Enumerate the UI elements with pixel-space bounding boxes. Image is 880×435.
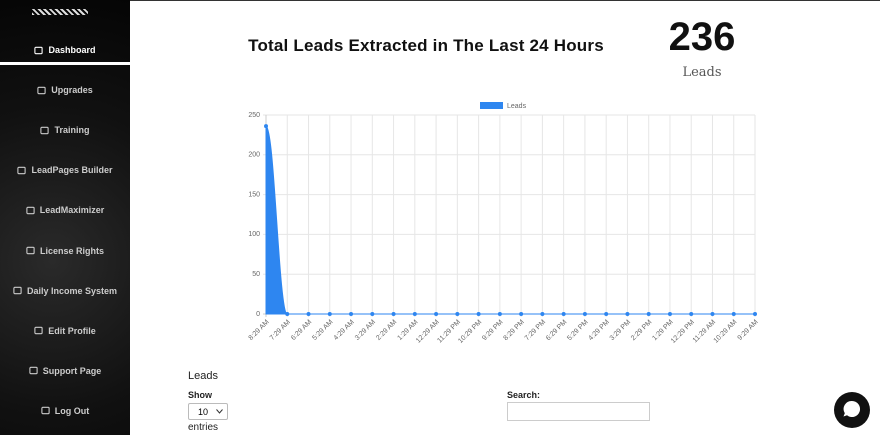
active-indicator bbox=[0, 62, 130, 65]
y-tick-label: 0 bbox=[256, 311, 260, 318]
point bbox=[604, 312, 609, 316]
nav-label: Training bbox=[54, 125, 90, 136]
nav-item[interactable]: License Rights bbox=[0, 241, 130, 261]
nav-icon bbox=[26, 246, 35, 255]
table-title: Leads bbox=[188, 370, 218, 382]
chat-button[interactable] bbox=[834, 392, 870, 428]
x-tick-label: 8:29 PM bbox=[502, 319, 526, 343]
point bbox=[327, 312, 332, 316]
point bbox=[476, 312, 481, 316]
nav-item[interactable]: Edit Profile bbox=[0, 321, 130, 341]
x-tick-label: 2:29 PM bbox=[630, 319, 654, 343]
nav-label: Log Out bbox=[54, 405, 90, 416]
nav-icon bbox=[34, 326, 43, 335]
nav-icon bbox=[13, 286, 22, 295]
nav-icon bbox=[26, 206, 35, 215]
x-tick-label: 9:29 PM bbox=[481, 319, 505, 343]
x-tick-label: 6:29 AM bbox=[290, 319, 313, 342]
point bbox=[540, 312, 545, 316]
legend-swatch bbox=[480, 102, 503, 109]
lead-count-label: Leads bbox=[682, 65, 722, 80]
point bbox=[497, 312, 502, 316]
y-tick-label: 150 bbox=[248, 191, 260, 198]
nav-item[interactable]: Log Out bbox=[0, 401, 130, 421]
chat-icon bbox=[843, 400, 861, 417]
page-size-value: 10 bbox=[198, 406, 209, 417]
point bbox=[710, 312, 715, 316]
nav-item[interactable]: Dashboard bbox=[0, 40, 130, 60]
x-tick-label: 7:29 PM bbox=[524, 319, 548, 343]
x-tick-label: 10:29 AM bbox=[713, 319, 739, 345]
x-tick-label: 3:29 AM bbox=[354, 319, 377, 342]
sidebar: Dashboard Upgrades Training LeadPages Build… bbox=[0, 0, 130, 435]
point bbox=[264, 124, 268, 129]
point bbox=[689, 312, 694, 316]
x-tick-label: 4:29 PM bbox=[588, 319, 612, 343]
nav-label: LeadPages Builder bbox=[31, 165, 113, 176]
point bbox=[370, 312, 375, 316]
page-size-select[interactable]: 10 bbox=[188, 403, 228, 420]
x-tick-label: 8:29 AM bbox=[248, 319, 271, 342]
search-input[interactable] bbox=[507, 402, 650, 421]
page-title: Total Leads Extracted in The Last 24 Hou… bbox=[248, 36, 604, 55]
x-tick-label: 7:29 AM bbox=[269, 319, 292, 342]
nav-item[interactable]: Upgrades bbox=[0, 80, 130, 100]
y-tick-label: 200 bbox=[248, 152, 260, 159]
x-tick-label: 9:29 AM bbox=[737, 319, 760, 342]
show-label: Show bbox=[188, 390, 212, 400]
nav-item[interactable]: Support Page bbox=[0, 361, 130, 381]
nav-icon bbox=[41, 407, 50, 415]
point bbox=[412, 312, 417, 316]
nav-label: Upgrades bbox=[51, 85, 93, 96]
x-tick-label: 5:29 AM bbox=[311, 319, 334, 342]
point bbox=[434, 312, 439, 316]
chevron bbox=[216, 409, 223, 414]
nav-item[interactable]: LeadMaximizer bbox=[0, 200, 130, 220]
nav-item[interactable]: Daily Income System bbox=[0, 281, 130, 301]
nav-item[interactable]: Training bbox=[0, 120, 130, 140]
point bbox=[561, 312, 566, 316]
top-border bbox=[130, 0, 880, 1]
logo bbox=[32, 9, 88, 15]
entries-label: entries bbox=[188, 422, 219, 433]
nav-icon bbox=[29, 367, 38, 375]
nav-label: Edit Profile bbox=[48, 325, 96, 336]
point bbox=[519, 312, 524, 316]
point bbox=[731, 312, 736, 316]
x-tick-label: 10:29 PM bbox=[457, 319, 483, 345]
point bbox=[455, 312, 460, 316]
x-tick-label: 5:29 PM bbox=[566, 319, 590, 343]
x-tick-label: 2:29 AM bbox=[375, 319, 398, 342]
point bbox=[625, 312, 630, 316]
nav-icon bbox=[37, 86, 46, 94]
nav-label: License Rights bbox=[39, 245, 104, 256]
point bbox=[582, 312, 587, 316]
point bbox=[667, 312, 672, 316]
lead-count: 236 bbox=[668, 15, 736, 59]
nav-item[interactable]: LeadPages Builder bbox=[0, 160, 130, 180]
nav-label: Dashboard bbox=[48, 45, 96, 55]
y-tick-label: 50 bbox=[252, 271, 260, 278]
nav-icon bbox=[34, 46, 44, 54]
point bbox=[306, 312, 311, 316]
y-tick-label: 100 bbox=[248, 231, 260, 238]
nav-icon bbox=[40, 126, 50, 134]
point bbox=[646, 312, 651, 316]
x-tick-label: 4:29 AM bbox=[333, 319, 356, 342]
x-tick-label: 6:29 PM bbox=[545, 319, 569, 343]
legend-label: Leads bbox=[507, 103, 527, 110]
nav-icon bbox=[17, 166, 27, 174]
point bbox=[391, 312, 396, 316]
nav-label: Support Page bbox=[42, 365, 102, 376]
point bbox=[349, 312, 354, 316]
x-tick-label: 3:29 PM bbox=[609, 319, 633, 343]
y-tick-label: 250 bbox=[248, 112, 260, 119]
search-label: Search: bbox=[507, 390, 541, 400]
nav-label: Daily Income System bbox=[26, 285, 118, 296]
point bbox=[285, 312, 290, 316]
point bbox=[753, 312, 757, 316]
nav-label: LeadMaximizer bbox=[39, 205, 105, 216]
